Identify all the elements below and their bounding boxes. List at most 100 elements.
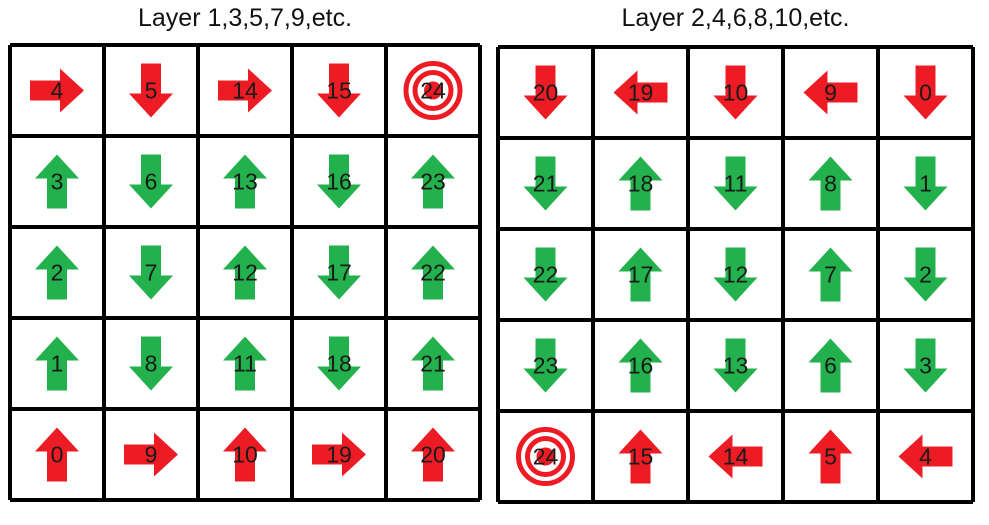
grid-cell: 11	[713, 156, 758, 211]
grid-cell: 6	[808, 338, 853, 393]
cell-number: 24	[533, 444, 559, 470]
arrow-up-icon	[618, 338, 663, 393]
grid-cell: 14	[708, 434, 763, 479]
grid-cell: 12	[223, 245, 267, 300]
arrow-up-icon	[411, 427, 455, 482]
arrow-down-icon	[129, 63, 173, 118]
grid-cell: 24	[516, 427, 575, 486]
arrow-down-icon	[317, 245, 361, 300]
arrow-down-icon	[713, 247, 758, 302]
cell-number: 10	[723, 80, 749, 106]
grid-cell: 2	[903, 247, 948, 302]
grid-cell: 23	[411, 154, 455, 209]
cell-number: 16	[326, 169, 352, 195]
arrow-up-icon	[223, 427, 267, 482]
cell-number: 19	[628, 80, 654, 106]
grid-cell: 1	[903, 156, 948, 211]
cell-number: 4	[51, 78, 64, 104]
grid-cell: 21	[411, 336, 455, 391]
cell-number: 21	[420, 351, 446, 377]
arrow-up-icon	[618, 247, 663, 302]
cell-number: 14	[723, 444, 749, 470]
cell-number: 9	[824, 80, 837, 106]
cell-number: 4	[919, 444, 932, 470]
grid-cell: 3	[35, 154, 79, 209]
cell-number: 17	[628, 262, 654, 288]
grid-cell: 23	[523, 338, 568, 393]
arrow-up-icon	[223, 336, 267, 391]
cell-number: 5	[145, 78, 158, 104]
cell-number: 8	[145, 351, 158, 377]
arrow-down-icon	[903, 156, 948, 211]
grid-cell: 22	[523, 247, 568, 302]
grid-cell: 8	[808, 156, 853, 211]
cell-number: 7	[145, 260, 158, 286]
arrow-up-icon	[411, 245, 455, 300]
cell-number: 1	[919, 171, 932, 197]
arrow-up-icon	[223, 245, 267, 300]
grid-cell: 16	[317, 154, 361, 209]
cell-number: 23	[420, 169, 446, 195]
cell-number: 9	[145, 442, 158, 468]
arrow-down-icon	[713, 65, 758, 120]
grid-cell: 1	[35, 336, 79, 391]
grid-cell: 7	[808, 247, 853, 302]
cell-number: 11	[724, 171, 748, 197]
target-icon	[403, 61, 463, 120]
grid-cell: 11	[223, 336, 267, 391]
arrow-down-icon	[523, 65, 568, 120]
grid-cell: 6	[129, 154, 173, 209]
grid-cell: 17	[317, 245, 361, 300]
arrow-down-icon	[903, 338, 948, 393]
cell-number: 3	[919, 353, 932, 379]
grid-cell: 19	[613, 70, 668, 115]
grid-cell: 9	[803, 70, 858, 115]
arrow-up-icon	[808, 429, 853, 484]
cell-number: 11	[233, 351, 257, 377]
arrow-left-icon	[803, 70, 858, 115]
arrow-right-icon	[218, 68, 272, 113]
cell-number: 8	[824, 171, 837, 197]
layer-even-title: Layer 2,4,6,8,10,etc.	[621, 4, 850, 32]
cell-number: 19	[326, 442, 352, 468]
arrow-up-icon	[618, 156, 663, 211]
layer-odd-grid: 4 5 14 15 243 6 13 16 232 7 12 17 221 8 11 18 210 9 10 19 20	[8, 43, 482, 502]
arrow-down-icon	[713, 338, 758, 393]
cell-number: 2	[919, 262, 932, 288]
grid-cell: 18	[317, 336, 361, 391]
cell-number: 21	[533, 171, 559, 197]
grid-cell: 3	[903, 338, 948, 393]
grid-cell: 15	[618, 429, 663, 484]
arrow-down-icon	[713, 156, 758, 211]
grid-cell: 5	[808, 429, 853, 484]
cell-number: 23	[533, 353, 559, 379]
grid-cell: 22	[411, 245, 455, 300]
arrow-down-icon	[129, 336, 173, 391]
grid-cell: 18	[618, 156, 663, 211]
grid-cell: 0	[35, 427, 79, 482]
grid-cell: 20	[523, 65, 568, 120]
grid-cell: 10	[223, 427, 267, 482]
arrow-up-icon	[411, 154, 455, 209]
cell-number: 16	[628, 353, 654, 379]
arrow-down-icon	[129, 245, 173, 300]
arrow-right-icon	[312, 432, 366, 477]
arrow-down-icon	[523, 156, 568, 211]
arrow-up-icon	[35, 427, 79, 482]
cell-number: 14	[232, 78, 258, 104]
cell-number: 17	[326, 260, 352, 286]
arrow-up-icon	[618, 429, 663, 484]
arrow-up-icon	[808, 338, 853, 393]
cell-number: 5	[824, 444, 837, 470]
cell-number: 20	[420, 442, 446, 468]
cell-number: 6	[824, 353, 837, 379]
grid-cell: 2	[35, 245, 79, 300]
arrow-down-icon	[317, 154, 361, 209]
cell-number: 24	[420, 78, 446, 104]
grid-cell: 4	[30, 68, 84, 113]
arrow-left-icon	[613, 70, 668, 115]
cell-number: 1	[51, 351, 64, 377]
cell-number: 18	[628, 171, 654, 197]
arrow-down-icon	[523, 338, 568, 393]
